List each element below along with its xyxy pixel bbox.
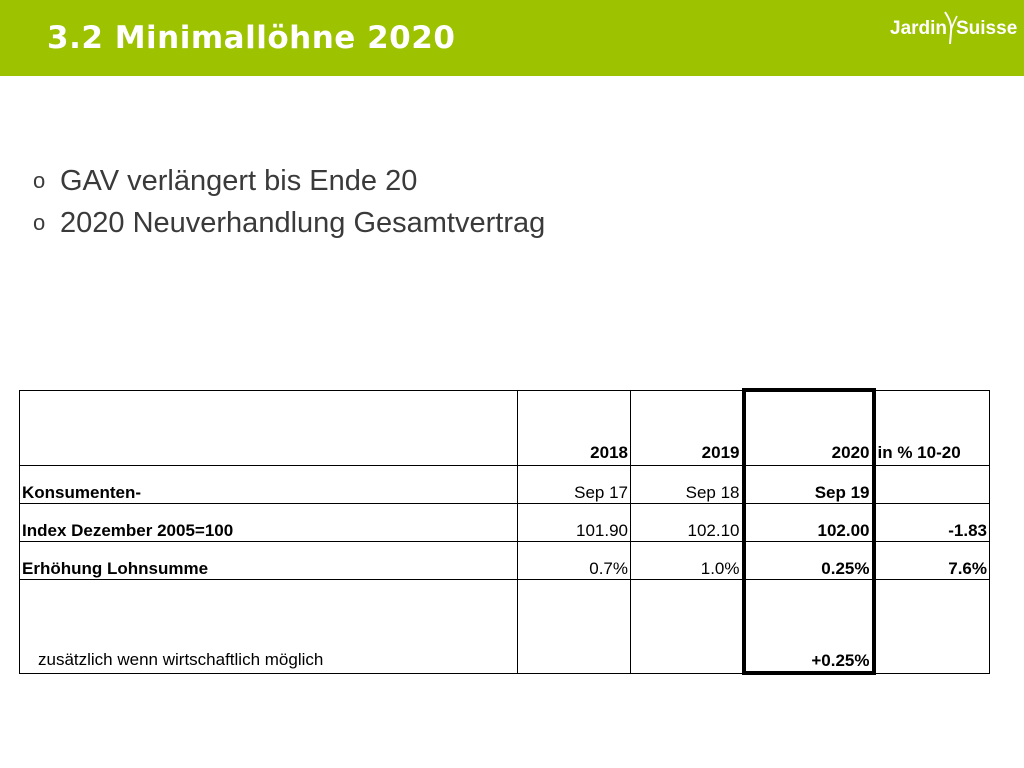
row-label: Erhöhung Lohnsumme [19, 540, 518, 580]
title-bar: 3.2 Minimallöhne 2020 Jardin Suisse [0, 0, 1024, 76]
cell-2020: 0.25% [741, 540, 876, 580]
logo-text-right: Suisse [956, 18, 1018, 39]
bullet-item: o 2020 Neuverhandlung Gesamtvertrag [33, 202, 545, 244]
header-2020: 2020 [741, 388, 876, 466]
logo-text-left: Jardin [890, 18, 948, 39]
row-label: Konsumenten- [19, 464, 518, 504]
cell-2019: Sep 18 [630, 464, 744, 504]
cell-2020: 102.00 [741, 502, 876, 542]
slide-title: 3.2 Minimallöhne 2020 [47, 20, 456, 56]
header-2018: 2018 [517, 389, 631, 466]
minimum-wage-table: 2018 2019 2020 in % 10-20 Konsumenten- S… [19, 388, 990, 675]
cell-2020: +0.25% [741, 578, 876, 675]
cell-2018: 0.7% [517, 540, 631, 580]
table-row: zusätzlich wenn wirtschaftlich möglich +… [19, 578, 990, 675]
bullet-list: o GAV verlängert bis Ende 20 o 2020 Neuver… [33, 160, 545, 244]
table-row: Konsumenten- Sep 17 Sep 18 Sep 19 [19, 464, 990, 504]
bullet-text: 2020 Neuverhandlung Gesamtvertrag [60, 207, 546, 239]
header-label-cell [19, 389, 518, 466]
table-row: Erhöhung Lohnsumme 0.7% 1.0% 0.25% 7.6% [19, 540, 990, 580]
cell-percent: 7.6% [873, 540, 990, 580]
cell-2019 [630, 578, 744, 674]
bullet-text: GAV verlängert bis Ende 20 [60, 165, 418, 197]
cell-2019: 1.0% [630, 540, 744, 580]
cell-percent [873, 464, 990, 504]
cell-2018 [517, 578, 631, 674]
cell-percent [873, 578, 990, 674]
cell-percent: -1.83 [873, 502, 990, 542]
table-row: Index Dezember 2005=100 101.90 102.10 10… [19, 502, 990, 542]
header-2019: 2019 [630, 389, 744, 466]
bullet-marker: o [33, 168, 46, 193]
row-label-note: zusätzlich wenn wirtschaftlich möglich [19, 578, 518, 674]
cell-2019: 102.10 [630, 502, 744, 542]
cell-2020: Sep 19 [741, 464, 876, 504]
table-header-row: 2018 2019 2020 in % 10-20 [19, 388, 990, 466]
bullet-marker: o [33, 210, 46, 235]
bullet-item: o GAV verlängert bis Ende 20 [33, 160, 545, 202]
cell-2018: 101.90 [517, 502, 631, 542]
jardinsuisse-logo: Jardin Suisse [890, 10, 1018, 50]
cell-2018: Sep 17 [517, 464, 631, 504]
header-percent: in % 10-20 [873, 389, 990, 466]
logo-leaf-icon [944, 11, 958, 44]
row-label: Index Dezember 2005=100 [19, 502, 518, 542]
